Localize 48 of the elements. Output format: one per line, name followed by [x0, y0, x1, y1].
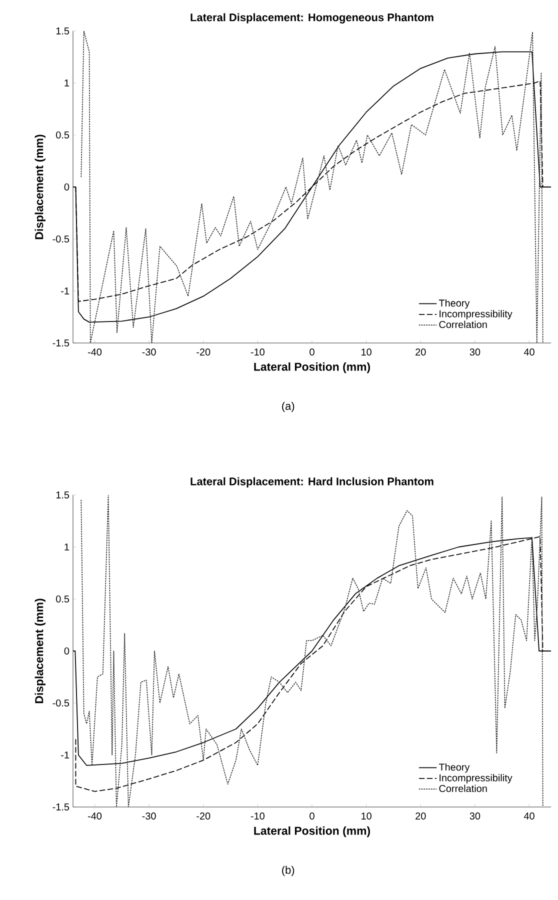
line-series [80, 494, 544, 807]
y-tick-label: 1 [64, 544, 69, 550]
y-tick-label: 1 [64, 80, 69, 86]
y-tick-label: 1.5 [56, 492, 70, 498]
y-tick-label: -1.5 [52, 340, 70, 346]
x-tick-label: 30 [470, 812, 480, 820]
x-tick-label: -30 [142, 348, 156, 356]
line-series [80, 30, 544, 343]
legend-label: Correlation [439, 320, 487, 328]
x-axis-title: Lateral Position (mm) [254, 362, 370, 374]
x-tick-label: -20 [196, 348, 210, 356]
legend-label: Incompressibility [440, 310, 512, 320]
chart-title: Lateral Displacement: Homogeneous Phantom [190, 13, 434, 24]
legend-label: Theory [438, 763, 470, 773]
legend-label: Incompressibility [440, 774, 512, 784]
chart-title: Lateral Displacement: Hard Inclusion Phantom [190, 477, 434, 488]
y-tick-label: 0.5 [56, 131, 70, 139]
y-tick-label: 1.5 [56, 28, 70, 34]
y-tick-label: 0.5 [56, 595, 70, 603]
y-tick-label: -1 [61, 752, 69, 758]
x-tick-label: -40 [88, 812, 102, 820]
x-tick-label: -40 [88, 348, 102, 356]
text: (a) [282, 402, 294, 412]
x-axis-title: Lateral Position (mm) [254, 826, 370, 838]
y-axis-title: Displacement (mm) [34, 598, 46, 704]
x-tick-label: -10 [250, 348, 264, 356]
x-tick-label: -20 [196, 812, 210, 820]
legend-label: Correlation [439, 784, 487, 792]
x-tick-label: 30 [470, 348, 480, 356]
y-tick-label: -0.5 [52, 235, 70, 243]
x-tick-label: -10 [250, 812, 264, 820]
y-axis-title: Displacement (mm) [34, 134, 46, 240]
y-tick-label: -1.5 [52, 804, 70, 810]
y-tick-label: 0 [64, 647, 70, 655]
x-tick-label: 0 [310, 812, 314, 820]
x-tick-label: 40 [524, 348, 534, 356]
y-tick-label: -0.5 [52, 699, 70, 707]
x-tick-label: 10 [362, 348, 372, 356]
y-tick-label: -1 [61, 288, 69, 294]
y-tick-label: 0 [64, 183, 70, 191]
text: (b) [282, 866, 294, 876]
legend-label: Theory [438, 299, 470, 309]
x-tick-label: 10 [362, 812, 372, 820]
x-tick-label: 20 [416, 812, 426, 820]
x-tick-label: 20 [416, 348, 426, 356]
x-tick-label: 0 [310, 348, 314, 356]
x-tick-label: 40 [524, 812, 534, 820]
x-tick-label: -30 [142, 812, 156, 820]
